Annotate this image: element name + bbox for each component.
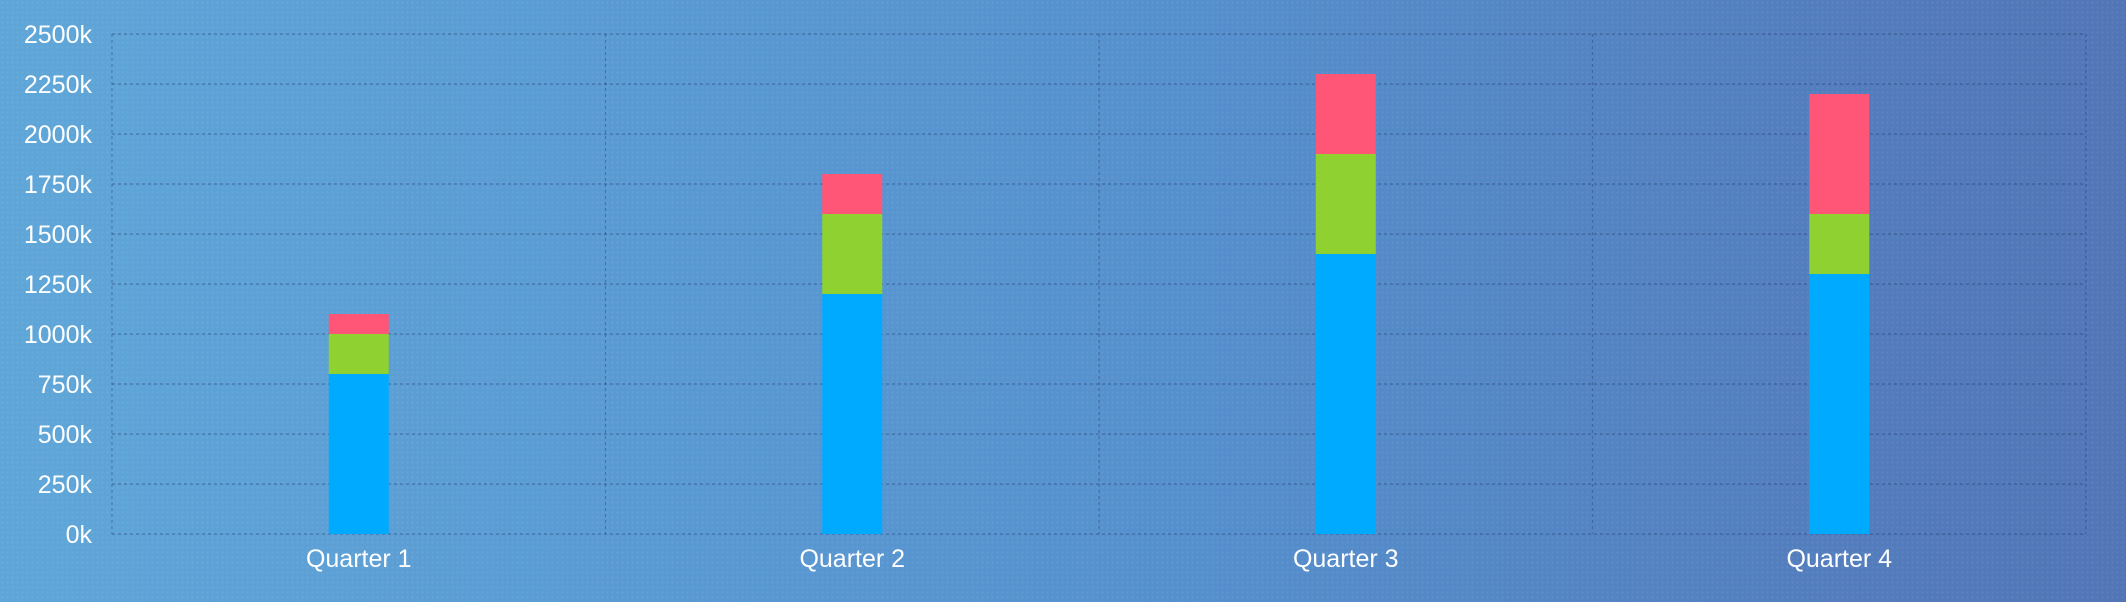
bar-segment-series-3 bbox=[328, 314, 389, 334]
bar-segment-series-3 bbox=[1809, 94, 1870, 214]
bar-segment-series-3 bbox=[1315, 74, 1376, 154]
bar-segment-series-1 bbox=[822, 294, 883, 534]
bar-segment-series-1 bbox=[1809, 274, 1870, 534]
x-tick-label: Quarter 1 bbox=[306, 545, 412, 573]
y-tick-label: 1500k bbox=[24, 221, 93, 249]
bar-segment-series-2 bbox=[328, 334, 389, 374]
y-tick-label: 750k bbox=[38, 371, 93, 399]
y-tick-label: 1000k bbox=[24, 321, 93, 349]
y-tick-label: 2250k bbox=[24, 71, 93, 99]
y-tick-label: 500k bbox=[38, 421, 93, 449]
bar-segment-series-3 bbox=[822, 174, 883, 214]
y-tick-label: 1750k bbox=[24, 171, 93, 199]
x-tick-label: Quarter 3 bbox=[1293, 545, 1399, 573]
bar-segment-series-2 bbox=[1315, 154, 1376, 254]
bar-segment-series-1 bbox=[328, 374, 389, 534]
y-tick-label: 1250k bbox=[24, 271, 93, 299]
bar-segment-series-2 bbox=[1809, 214, 1870, 274]
y-tick-label: 0k bbox=[66, 521, 93, 549]
y-tick-label: 250k bbox=[38, 471, 93, 499]
x-tick-label: Quarter 2 bbox=[799, 545, 905, 573]
y-tick-label: 2000k bbox=[24, 121, 93, 149]
bar-segment-series-1 bbox=[1315, 254, 1376, 534]
x-tick-label: Quarter 4 bbox=[1786, 545, 1892, 573]
y-tick-label: 2500k bbox=[24, 21, 93, 49]
bar-segment-series-2 bbox=[822, 214, 883, 294]
